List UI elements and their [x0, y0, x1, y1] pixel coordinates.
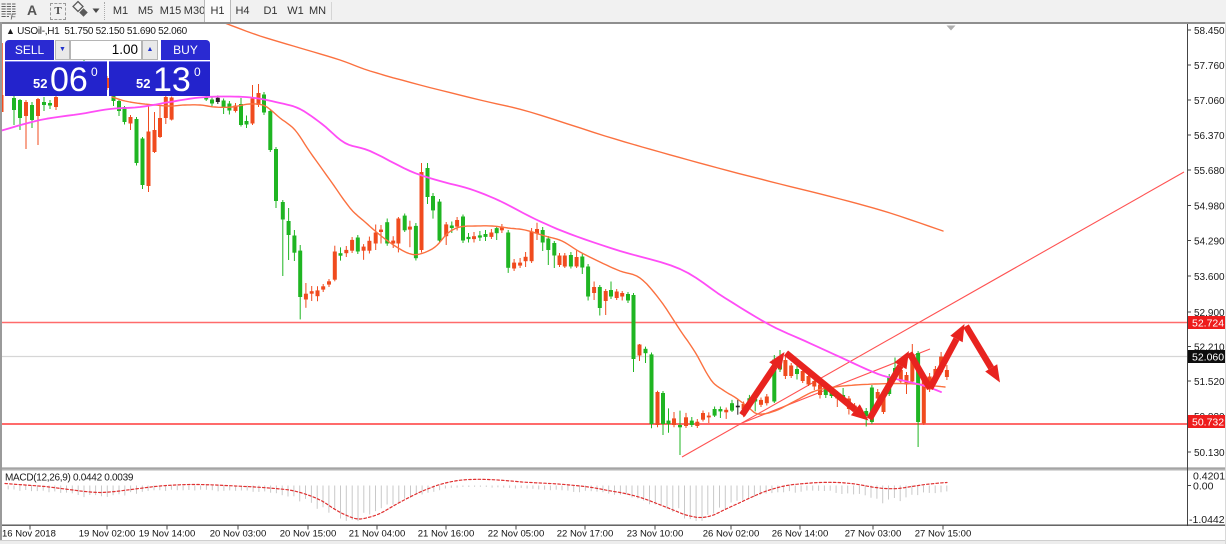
svg-text:54.290: 54.290: [1194, 237, 1225, 248]
svg-text:52.060: 52.060: [1192, 352, 1224, 364]
svg-text:52.210: 52.210: [1194, 343, 1225, 354]
svg-text:-1.0442: -1.0442: [1189, 514, 1225, 526]
svg-text:20 Nov 03:00: 20 Nov 03:00: [210, 529, 267, 540]
svg-text:23 Nov 10:00: 23 Nov 10:00: [627, 529, 684, 540]
svg-text:54.980: 54.980: [1194, 202, 1225, 213]
svg-text:50.130: 50.130: [1194, 448, 1225, 459]
svg-text:52.900: 52.900: [1194, 308, 1225, 319]
svg-text:53.600: 53.600: [1194, 272, 1225, 283]
svg-text:21 Nov 04:00: 21 Nov 04:00: [349, 529, 406, 540]
svg-text:58.450: 58.450: [1194, 26, 1225, 37]
svg-text:57.060: 57.060: [1194, 96, 1225, 107]
svg-text:56.370: 56.370: [1194, 131, 1225, 142]
svg-text:27 Nov 03:00: 27 Nov 03:00: [845, 529, 902, 540]
svg-text:22 Nov 17:00: 22 Nov 17:00: [557, 529, 614, 540]
svg-text:51.520: 51.520: [1194, 377, 1225, 388]
svg-text:26 Nov 14:00: 26 Nov 14:00: [772, 529, 829, 540]
svg-text:22 Nov 05:00: 22 Nov 05:00: [488, 529, 545, 540]
svg-text:16 Nov 2018: 16 Nov 2018: [2, 529, 56, 540]
svg-text:21 Nov 16:00: 21 Nov 16:00: [418, 529, 475, 540]
svg-text:F: F: [11, 12, 17, 22]
svg-text:50.732: 50.732: [1192, 417, 1224, 429]
svg-text:0.00: 0.00: [1193, 481, 1214, 493]
svg-text:26 Nov 02:00: 26 Nov 02:00: [703, 529, 760, 540]
svg-text:20 Nov 15:00: 20 Nov 15:00: [280, 529, 337, 540]
svg-text:57.760: 57.760: [1194, 61, 1225, 72]
svg-text:0.4201: 0.4201: [1193, 471, 1225, 483]
svg-text:19 Nov 02:00: 19 Nov 02:00: [79, 529, 136, 540]
svg-text:MACD(12,26,9) 0.0442 0.0039: MACD(12,26,9) 0.0442 0.0039: [5, 473, 134, 484]
svg-text:52.724: 52.724: [1192, 318, 1224, 330]
svg-text:19 Nov 14:00: 19 Nov 14:00: [139, 529, 196, 540]
svg-text:55.680: 55.680: [1194, 166, 1225, 177]
svg-text:27 Nov 15:00: 27 Nov 15:00: [915, 529, 972, 540]
